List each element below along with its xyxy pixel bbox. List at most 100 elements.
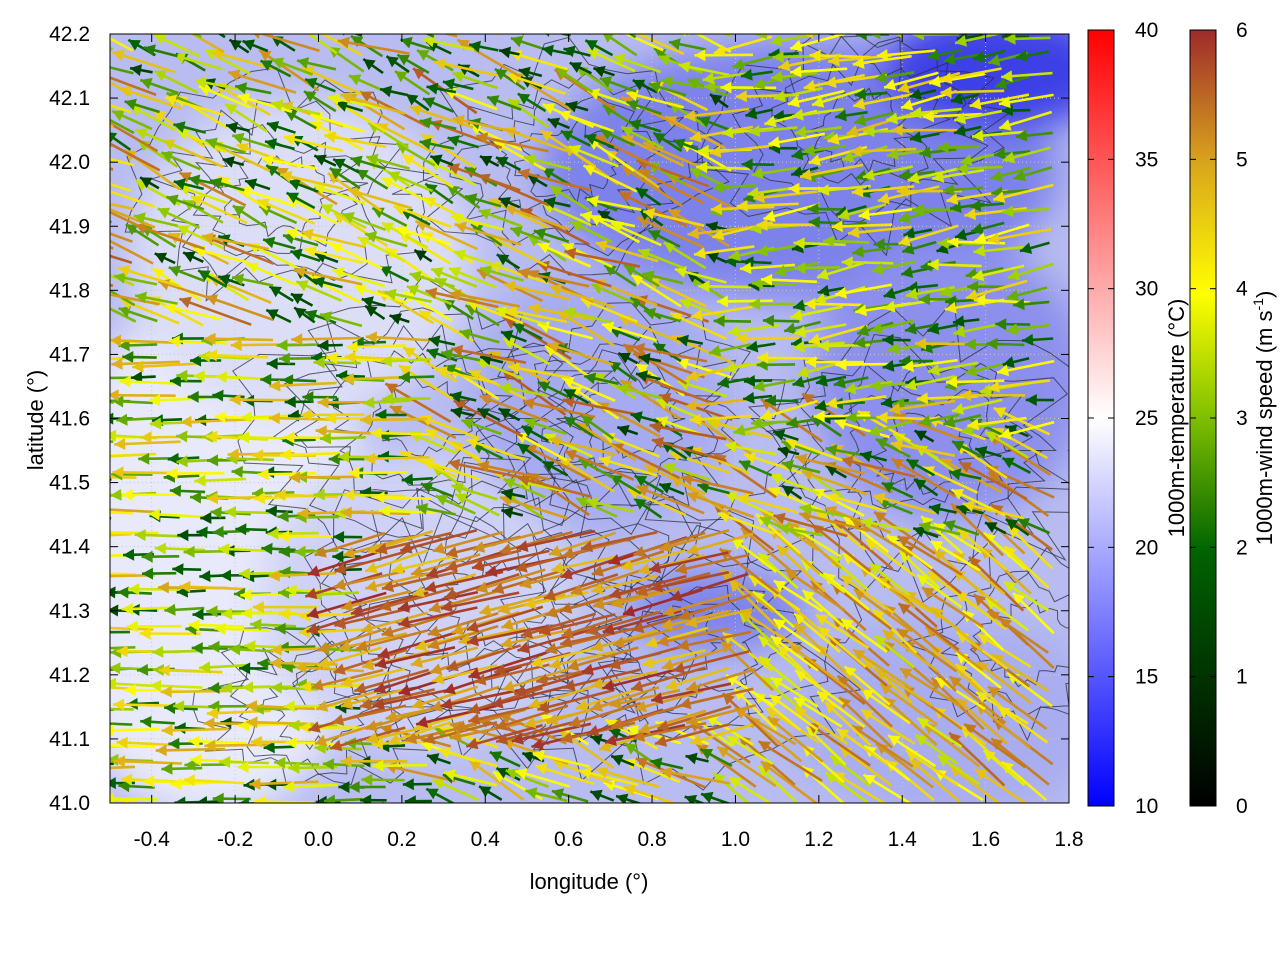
wind-vector-head bbox=[886, 112, 898, 125]
wind-vector-shaft bbox=[634, 689, 704, 711]
wind-vector-head bbox=[756, 244, 769, 257]
wind-vector-head bbox=[845, 411, 857, 424]
wind-vector-head bbox=[250, 618, 262, 631]
wind-vector-head bbox=[784, 322, 797, 335]
wind-vector-head bbox=[266, 165, 279, 177]
wind-vector-head bbox=[988, 686, 1001, 698]
wind-vector-shaft bbox=[500, 628, 570, 647]
wind-vector-head bbox=[870, 322, 883, 335]
wind-vector-shaft bbox=[424, 570, 504, 591]
wind-vector-head bbox=[889, 402, 901, 415]
wind-vector-head bbox=[270, 22, 282, 34]
wind-vector-shaft bbox=[293, 268, 363, 286]
wind-vector-head bbox=[649, 561, 662, 574]
wind-vector-shaft bbox=[950, 502, 1005, 557]
wind-vector-head bbox=[623, 344, 636, 356]
wind-vector-head bbox=[955, 34, 968, 47]
wind-vector-head bbox=[183, 251, 196, 263]
wind-vector-head bbox=[969, 97, 982, 110]
wind-vector-head bbox=[1015, 49, 1028, 62]
wind-vector-shaft bbox=[521, 34, 525, 36]
wind-vector-shaft bbox=[562, 398, 639, 417]
wind-vector-shaft bbox=[383, 27, 407, 32]
wind-vector-shaft bbox=[340, 687, 408, 708]
wind-vector-head bbox=[221, 682, 233, 694]
wind-vector-head bbox=[621, 126, 634, 138]
wind-vector-shaft bbox=[410, 646, 479, 667]
wind-vector-shaft bbox=[680, 34, 687, 37]
wind-vector-head bbox=[590, 733, 603, 746]
wind-vector-head bbox=[514, 685, 527, 697]
wind-vector-head bbox=[161, 151, 174, 163]
wind-vector-shaft bbox=[446, 644, 522, 671]
wind-vector-shaft bbox=[621, 165, 683, 208]
wind-vector-head bbox=[476, 15, 488, 27]
wind-vector-shaft bbox=[632, 721, 707, 740]
wind-vector-shaft bbox=[881, 629, 939, 672]
wind-vector-shaft bbox=[686, 532, 754, 554]
wind-vector-shaft bbox=[110, 646, 136, 650]
wind-vector-shaft bbox=[270, 34, 272, 35]
wind-vector-head bbox=[118, 780, 130, 793]
wind-vector-head bbox=[825, 444, 838, 457]
wind-vector-head bbox=[365, 580, 378, 592]
wind-vector-head bbox=[929, 75, 941, 88]
wind-vector-head bbox=[792, 108, 804, 121]
wind-vector-head bbox=[874, 635, 887, 648]
wind-vector-head bbox=[86, 570, 97, 582]
wind-vector-head bbox=[184, 758, 196, 771]
wind-vector-head bbox=[301, 228, 314, 241]
wind-vector-head bbox=[96, 718, 107, 730]
contour-line bbox=[573, 373, 686, 459]
wind-vector-shaft bbox=[372, 688, 452, 708]
wind-vector-head bbox=[99, 740, 110, 752]
wind-vector-head bbox=[68, 192, 80, 204]
wind-vector-head bbox=[300, 34, 302, 35]
wind-vector-head bbox=[70, 642, 81, 654]
wind-vector-head bbox=[817, 691, 830, 703]
wind-vector-head bbox=[432, 778, 445, 790]
wind-vector-head bbox=[501, 507, 514, 519]
wind-vector-head bbox=[994, 147, 1006, 160]
wind-vector-head bbox=[626, 725, 640, 737]
wind-vector-shaft bbox=[54, 690, 109, 693]
wind-vector-head bbox=[956, 652, 969, 665]
wind-vector-head bbox=[799, 503, 812, 516]
wind-vector-shaft bbox=[110, 440, 114, 443]
wind-vector-head bbox=[279, 448, 292, 461]
wind-vector-shaft bbox=[51, 784, 109, 787]
wind-vector-shaft bbox=[620, 549, 686, 570]
wind-vector-head bbox=[328, 93, 340, 106]
wind-vector-head bbox=[440, 698, 453, 710]
wind-vector-head bbox=[284, 395, 296, 408]
wind-vector-head bbox=[150, 679, 162, 692]
wind-vector-head bbox=[346, 340, 358, 353]
wind-vector-head bbox=[561, 626, 574, 639]
wind-vector-shaft bbox=[454, 708, 526, 731]
wind-vector-head bbox=[949, 765, 963, 777]
wind-vector-shaft bbox=[672, 650, 750, 672]
wind-vector-head bbox=[405, 732, 418, 745]
wind-vector-head bbox=[735, 90, 747, 103]
wind-vector-head bbox=[914, 479, 927, 491]
wind-vector-shaft bbox=[453, 399, 524, 438]
wind-vector-head bbox=[397, 600, 410, 613]
wind-vector-head bbox=[868, 424, 881, 437]
wind-vector-head bbox=[919, 415, 932, 427]
wind-vector-head bbox=[524, 417, 537, 430]
wind-vector-shaft bbox=[110, 210, 138, 227]
wind-vector-head bbox=[643, 307, 657, 320]
wind-vector-head bbox=[93, 114, 106, 125]
wind-vector-head bbox=[988, 232, 1000, 245]
wind-vector-head bbox=[243, 778, 255, 791]
wind-vector-head bbox=[611, 754, 624, 766]
wind-vector-head bbox=[782, 485, 795, 497]
wind-vector-head bbox=[636, 370, 648, 382]
wind-vector-head bbox=[954, 112, 967, 125]
wind-vector-head bbox=[871, 262, 884, 275]
wind-vector-head bbox=[153, 110, 166, 122]
wind-vector-shaft bbox=[948, 675, 1007, 724]
wind-vector-head bbox=[269, 379, 281, 392]
wind-vector-head bbox=[912, 34, 924, 41]
contour-line bbox=[805, 359, 1046, 542]
